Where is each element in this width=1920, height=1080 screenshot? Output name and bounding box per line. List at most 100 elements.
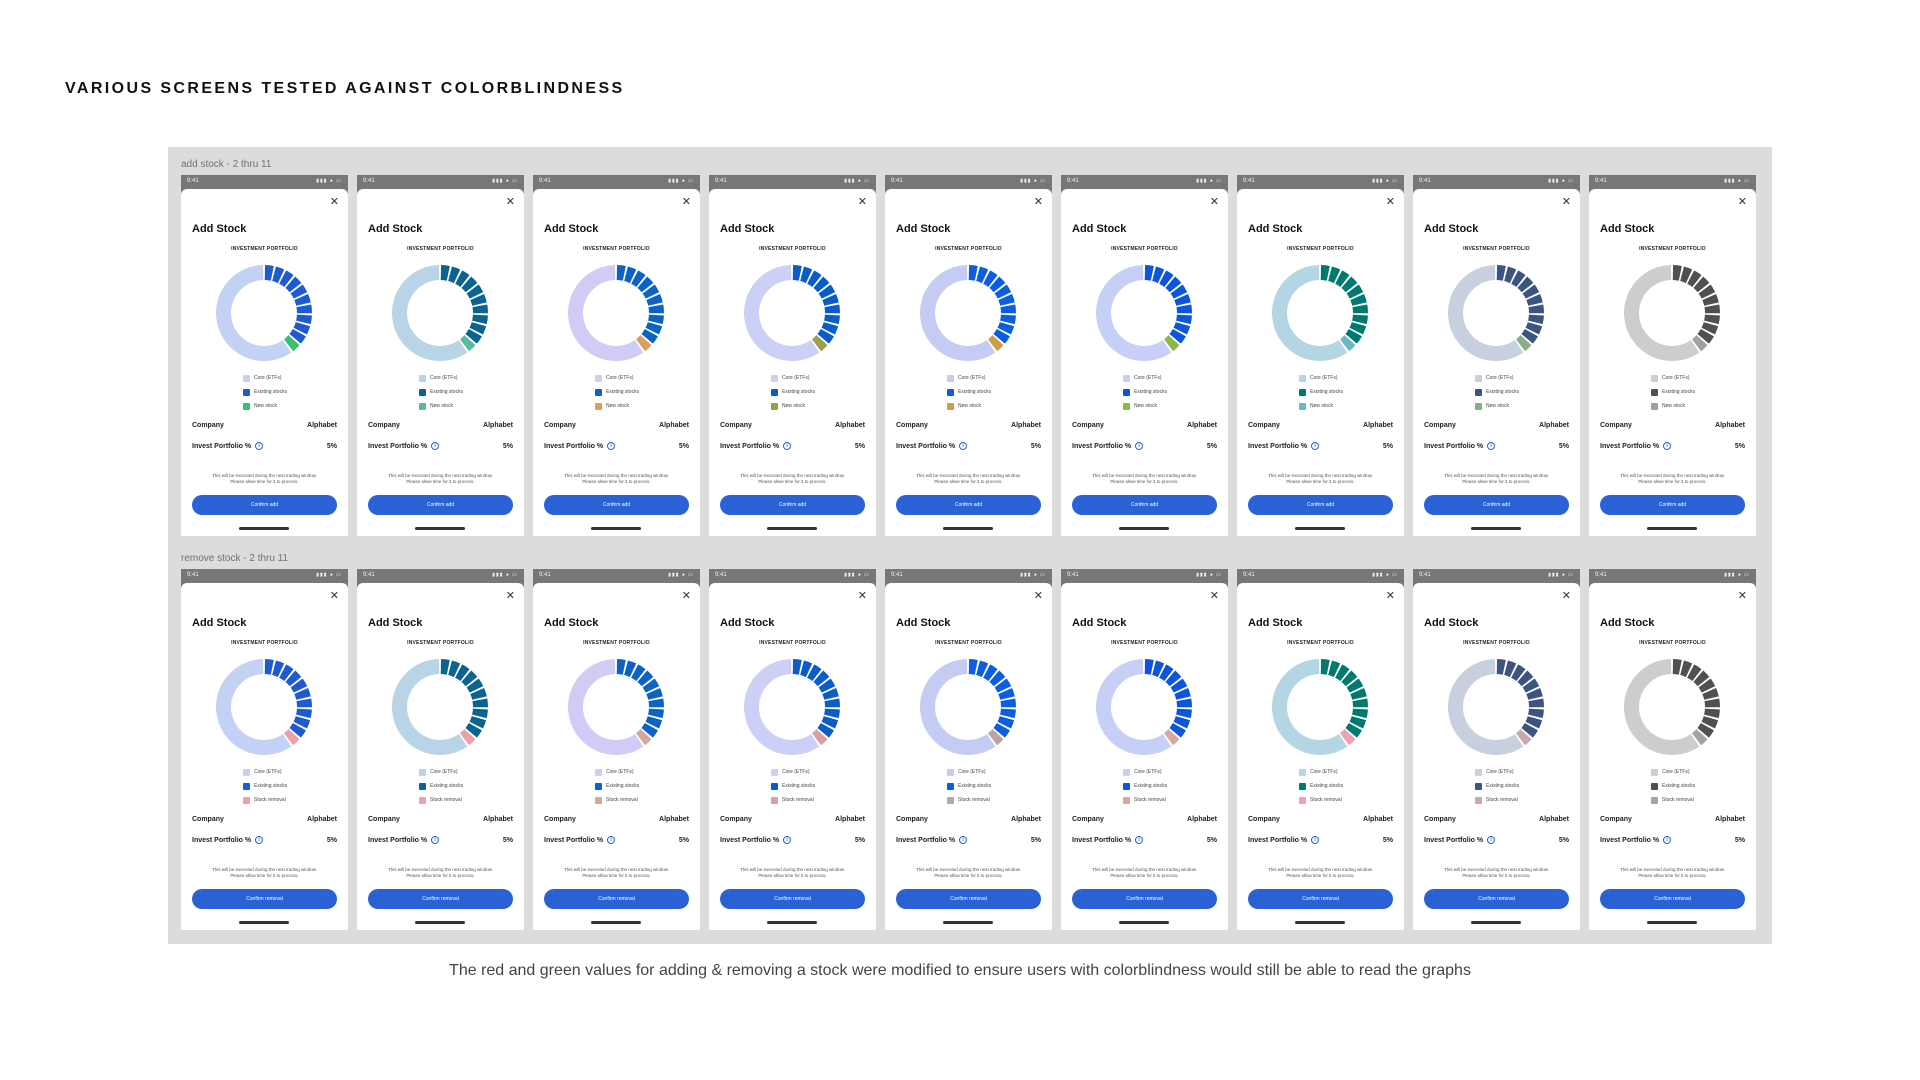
legend-swatch — [419, 388, 426, 396]
chart-legend: Core (ETFs) Existing stocks New stock — [947, 371, 991, 413]
invest-value[interactable]: 5% — [854, 442, 865, 450]
info-icon[interactable]: i — [1487, 442, 1496, 450]
donut-segment-existing — [1504, 660, 1517, 678]
invest-value[interactable]: 5% — [326, 442, 337, 450]
close-icon[interactable]: ✕ — [857, 590, 867, 602]
legend-swatch — [947, 374, 954, 382]
close-icon[interactable]: ✕ — [681, 590, 691, 602]
legend-swatch — [1651, 402, 1658, 410]
info-icon[interactable]: i — [1135, 836, 1144, 844]
info-icon[interactable]: i — [607, 442, 616, 450]
confirm-button[interactable]: Confirm add — [192, 495, 337, 515]
confirm-button[interactable]: Confirm add — [1072, 495, 1217, 515]
close-icon[interactable]: ✕ — [1737, 590, 1747, 602]
confirm-button[interactable]: Confirm removal — [1600, 889, 1745, 909]
close-icon[interactable]: ✕ — [681, 196, 691, 208]
confirm-button[interactable]: Confirm removal — [896, 889, 1041, 909]
company-value: Alphabet — [483, 422, 513, 429]
confirm-button[interactable]: Confirm add — [544, 495, 689, 515]
confirm-button[interactable]: Confirm add — [1248, 495, 1393, 515]
confirm-button[interactable]: Confirm add — [368, 495, 513, 515]
invest-value[interactable]: 5% — [1734, 836, 1745, 844]
confirm-button[interactable]: Confirm removal — [1072, 889, 1217, 909]
invest-value[interactable]: 5% — [502, 442, 513, 450]
close-icon[interactable]: ✕ — [1737, 196, 1747, 208]
donut-segment-existing — [1000, 314, 1016, 325]
confirm-button[interactable]: Confirm removal — [1248, 889, 1393, 909]
close-icon[interactable]: ✕ — [505, 590, 515, 602]
donut-segment-core — [1448, 659, 1524, 755]
info-icon[interactable]: i — [431, 836, 440, 844]
invest-value[interactable]: 5% — [326, 836, 337, 844]
info-icon[interactable]: i — [1135, 442, 1144, 450]
invest-value[interactable]: 5% — [1382, 836, 1393, 844]
close-icon[interactable]: ✕ — [1209, 590, 1219, 602]
info-icon[interactable]: i — [1311, 442, 1320, 450]
info-icon[interactable]: i — [431, 442, 440, 450]
info-icon[interactable]: i — [1663, 836, 1672, 844]
confirm-button[interactable]: Confirm add — [1600, 495, 1745, 515]
info-icon[interactable]: i — [607, 836, 616, 844]
confirm-button[interactable]: Confirm add — [896, 495, 1041, 515]
legend-label: Core (ETFs) — [254, 769, 282, 775]
info-icon[interactable]: i — [783, 442, 792, 450]
invest-value[interactable]: 5% — [1206, 836, 1217, 844]
invest-value[interactable]: 5% — [1558, 836, 1569, 844]
close-icon[interactable]: ✕ — [1561, 590, 1571, 602]
close-icon[interactable]: ✕ — [505, 196, 515, 208]
info-icon[interactable]: i — [959, 442, 968, 450]
info-icon[interactable]: i — [959, 836, 968, 844]
confirm-button[interactable]: Confirm removal — [720, 889, 865, 909]
invest-value[interactable]: 5% — [1030, 836, 1041, 844]
close-icon[interactable]: ✕ — [329, 196, 339, 208]
confirm-button[interactable]: Confirm removal — [368, 889, 513, 909]
donut-segment-existing — [824, 708, 840, 719]
company-value: Alphabet — [659, 816, 689, 823]
info-icon[interactable]: i — [255, 836, 264, 844]
invest-value[interactable]: 5% — [1206, 442, 1217, 450]
donut-segment-existing — [817, 329, 834, 344]
invest-value[interactable]: 5% — [1030, 442, 1041, 450]
invest-value[interactable]: 5% — [502, 836, 513, 844]
info-icon[interactable]: i — [255, 442, 264, 450]
confirm-button[interactable]: Confirm removal — [1424, 889, 1569, 909]
info-icon[interactable]: i — [1487, 836, 1496, 844]
info-icon[interactable]: i — [1663, 442, 1672, 450]
invest-value[interactable]: 5% — [1382, 442, 1393, 450]
home-indicator — [1647, 527, 1697, 530]
confirm-button[interactable]: Confirm removal — [192, 889, 337, 909]
close-icon[interactable]: ✕ — [857, 196, 867, 208]
close-icon[interactable]: ✕ — [329, 590, 339, 602]
close-icon[interactable]: ✕ — [1209, 196, 1219, 208]
close-icon[interactable]: ✕ — [1385, 590, 1395, 602]
invest-value[interactable]: 5% — [678, 836, 689, 844]
chart-legend: Core (ETFs) Existing stocks New stock — [1299, 371, 1343, 413]
close-icon[interactable]: ✕ — [1033, 590, 1043, 602]
close-icon[interactable]: ✕ — [1561, 196, 1571, 208]
legend-item: Stock removal — [1651, 793, 1695, 807]
donut-segment-existing — [472, 314, 488, 325]
confirm-button[interactable]: Confirm add — [720, 495, 865, 515]
legend-label: Stock removal — [430, 797, 462, 803]
confirm-button[interactable]: Confirm removal — [544, 889, 689, 909]
invest-row: Invest Portfolio % i 5% — [544, 442, 689, 450]
phone-screen: 9:41 ▮▮▮ ● ▭ ✕ Add Stock INVESTMENT PORT… — [709, 175, 876, 536]
invest-value[interactable]: 5% — [1734, 442, 1745, 450]
donut-segment-existing — [818, 284, 836, 299]
invest-value[interactable]: 5% — [678, 442, 689, 450]
close-icon[interactable]: ✕ — [1385, 196, 1395, 208]
info-icon[interactable]: i — [783, 836, 792, 844]
portfolio-donut-chart — [1624, 659, 1720, 755]
company-row: Company Alphabet — [1600, 422, 1745, 429]
sheet-edge — [1413, 187, 1580, 195]
invest-value[interactable]: 5% — [1558, 442, 1569, 450]
invest-row: Invest Portfolio % i 5% — [1600, 836, 1745, 844]
close-icon[interactable]: ✕ — [1033, 196, 1043, 208]
company-label: Company — [1424, 816, 1456, 823]
info-icon[interactable]: i — [1311, 836, 1320, 844]
company-value: Alphabet — [835, 816, 865, 823]
confirm-button[interactable]: Confirm add — [1424, 495, 1569, 515]
note-line: This will be executed during the next tr… — [1443, 867, 1550, 872]
legend-item: Core (ETFs) — [1475, 371, 1519, 385]
invest-value[interactable]: 5% — [854, 836, 865, 844]
